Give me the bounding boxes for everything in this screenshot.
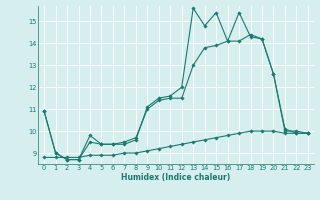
X-axis label: Humidex (Indice chaleur): Humidex (Indice chaleur) bbox=[121, 173, 231, 182]
